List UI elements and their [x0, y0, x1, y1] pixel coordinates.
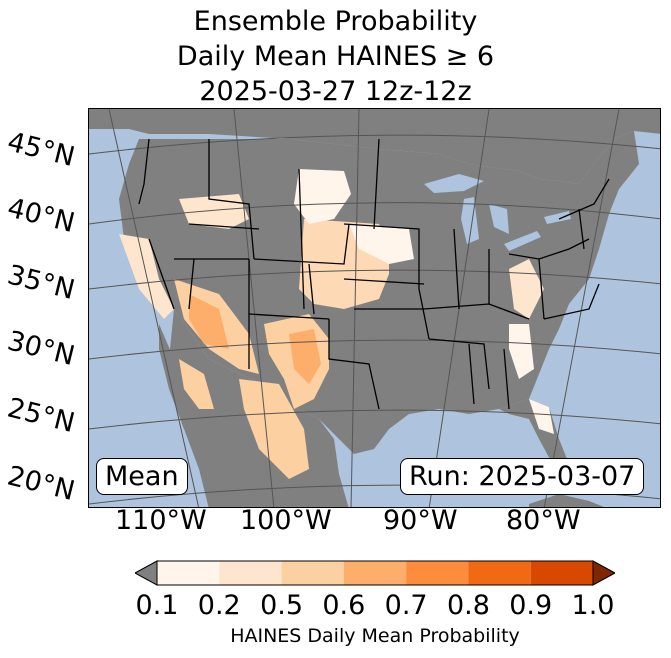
- state-borders: [138, 138, 610, 410]
- lake-erie: [504, 231, 541, 251]
- lake-ontario: [544, 211, 571, 224]
- colorbar-tick: 0.6: [322, 590, 366, 621]
- arizona-shading: [189, 294, 229, 349]
- carolina-shading: [509, 324, 534, 379]
- colorbar-tick: 0.2: [197, 590, 241, 621]
- colorbar-tick: 0.1: [135, 590, 179, 621]
- title-line-1: Ensemble Probability: [193, 6, 478, 37]
- baja-shading: [179, 359, 214, 409]
- colorbar-tick: 0.9: [509, 590, 553, 621]
- lat-label-30: 30°N: [4, 325, 78, 373]
- colorbar-over-arrow: [592, 560, 617, 586]
- title-line-3: 2025-03-27 12z-12z: [199, 76, 472, 107]
- florida-shading: [529, 399, 554, 434]
- colorbar-bin: [468, 561, 531, 585]
- midwest-shading: [349, 224, 414, 264]
- cuba-land: [529, 494, 604, 507]
- mexico-shading: [239, 379, 309, 479]
- mean-label-box: Mean: [96, 458, 188, 495]
- lake-huron: [489, 204, 509, 234]
- colorbar-under-arrow: [133, 560, 158, 586]
- colorbar-bin: [219, 561, 282, 585]
- west-texas-shading: [289, 329, 321, 384]
- colorbar-frame: [156, 560, 594, 586]
- canada-land: [89, 109, 660, 184]
- colorbar-bin: [281, 561, 344, 585]
- lon-label-80: 80°W: [506, 505, 581, 536]
- lat-label-45: 45°N: [4, 126, 78, 174]
- lon-label-110: 110°W: [115, 505, 207, 536]
- colorbar: [133, 560, 617, 590]
- colorbar-tick: 1.0: [571, 590, 615, 621]
- us-map: [89, 109, 660, 507]
- colorbar-bin: [530, 561, 593, 585]
- lat-label-40: 40°N: [4, 192, 78, 240]
- lake-superior: [424, 174, 484, 193]
- baja-land: [159, 324, 194, 439]
- colorbar-tick: 0.5: [260, 590, 304, 621]
- lat-label-25: 25°N: [4, 392, 78, 440]
- colorbar-label: HAINES Daily Mean Probability: [230, 625, 520, 647]
- lat-label-20: 20°N: [4, 460, 78, 508]
- run-label-box: Run: 2025-03-07: [400, 458, 645, 495]
- lon-label-100: 100°W: [240, 505, 332, 536]
- lat-label-35: 35°N: [4, 259, 78, 307]
- lon-label-90: 90°W: [383, 505, 458, 536]
- dakota-shading: [294, 169, 351, 224]
- colorbar-bin: [406, 561, 469, 585]
- map-panel: [88, 108, 661, 508]
- idaho-shading: [179, 194, 249, 229]
- colorbar-bin: [343, 561, 407, 585]
- colorbar-tick: 0.8: [446, 590, 490, 621]
- colorbar-tick: 0.7: [384, 590, 428, 621]
- colorbar-bin: [157, 561, 220, 585]
- title-line-2: Daily Mean HAINES ≥ 6: [176, 41, 495, 72]
